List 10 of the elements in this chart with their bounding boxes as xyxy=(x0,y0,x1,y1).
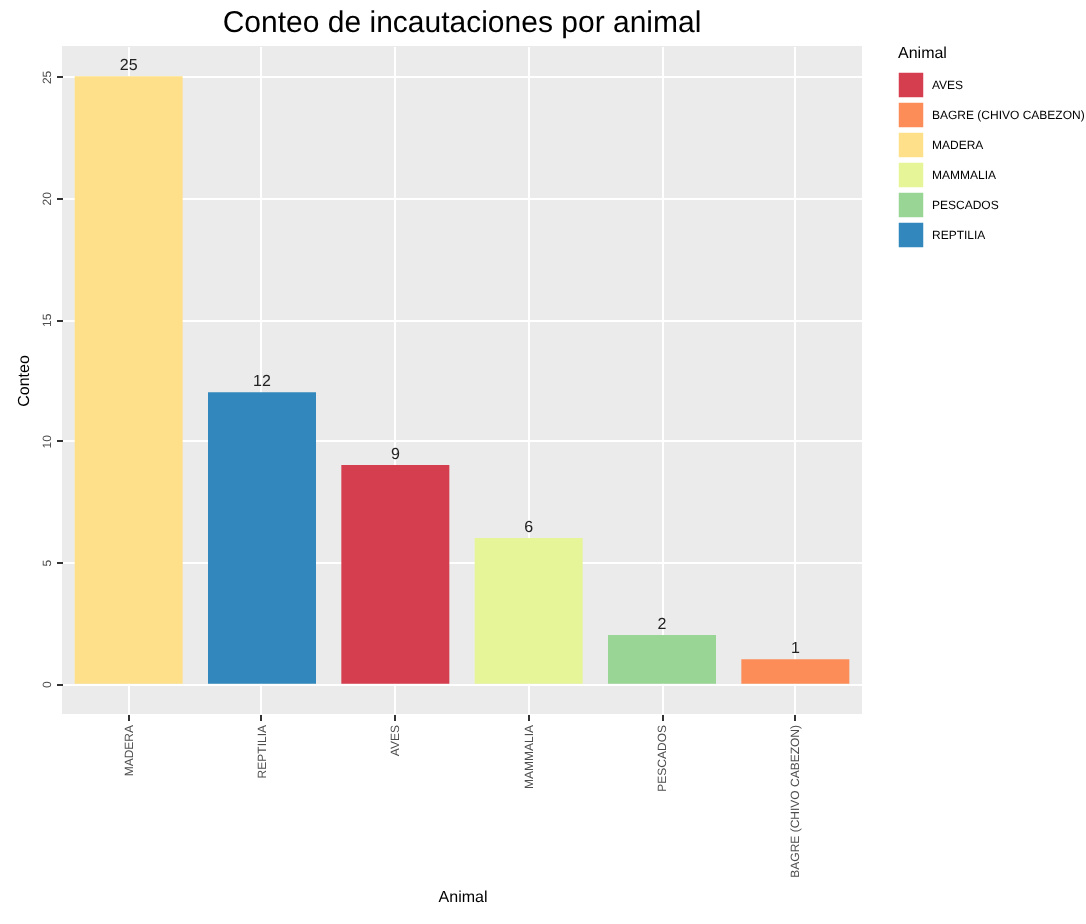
chart-title: Conteo de incautaciones por animal xyxy=(222,6,702,40)
data-label: 1 xyxy=(790,639,801,658)
data-label: 25 xyxy=(119,56,139,75)
x-axis-title: Animal xyxy=(438,887,488,906)
legend-title: Animal xyxy=(898,44,948,62)
y-axis-title: Conteo xyxy=(15,354,33,407)
data-label: 6 xyxy=(524,517,535,536)
data-label: 2 xyxy=(657,615,668,634)
data-label: 12 xyxy=(253,372,272,391)
data-label: 9 xyxy=(390,445,401,464)
